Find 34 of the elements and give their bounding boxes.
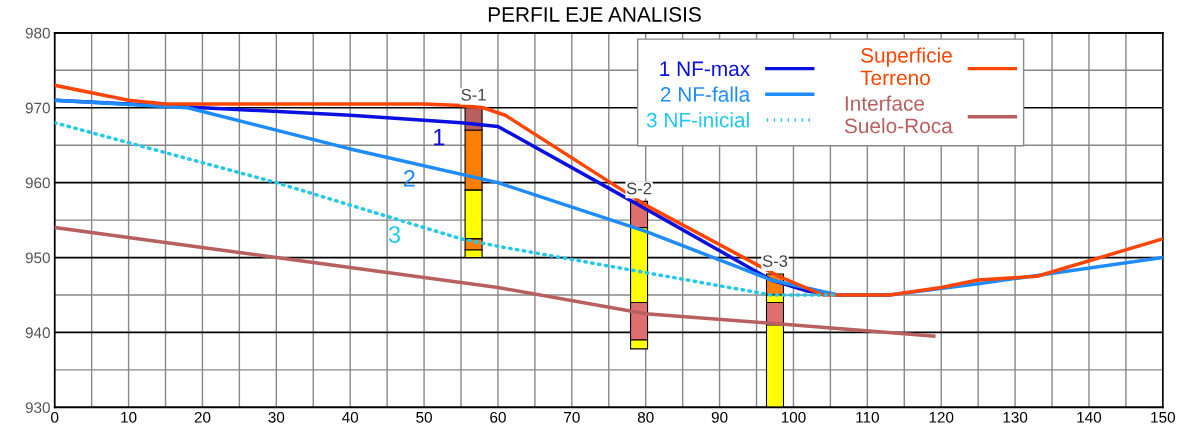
y-tick-label: 950	[25, 252, 50, 264]
x-tick-label: 0	[51, 411, 59, 423]
x-tick-label: 150	[1151, 411, 1175, 423]
x-tick-label: 120	[929, 411, 954, 423]
legend-label: Superficie Terreno	[860, 47, 952, 86]
x-tick-label: 90	[711, 411, 728, 423]
line-series	[54, 225, 936, 338]
x-tick-label: 40	[342, 411, 359, 423]
legend-label: Interface Suelo-Roca	[844, 95, 953, 134]
x-tick-label: 50	[416, 411, 432, 423]
x-tick-label: 100	[781, 411, 806, 423]
x-tick-label: 80	[637, 411, 654, 423]
legend-label: 3 NF-inicial	[646, 112, 749, 128]
x-tick-label: 110	[856, 411, 879, 423]
x-tick-label: 10	[121, 411, 137, 423]
x-tick-label: 140	[1077, 411, 1102, 423]
y-tick-label: 960	[25, 177, 50, 189]
x-tick-label: 60	[490, 411, 506, 423]
y-tick-label: 970	[25, 102, 50, 114]
y-tick-label: 940	[25, 327, 50, 339]
x-tick-label: 130	[1003, 411, 1028, 423]
legend-label: 2 NF-falla	[660, 86, 751, 102]
annotation: S-3	[762, 255, 788, 267]
annotation: 1	[434, 129, 445, 146]
legend-label: 1 NF-max	[660, 61, 750, 77]
y-tick-label: 980	[25, 27, 50, 39]
y-tick-label: 930	[25, 402, 50, 414]
annotation: S-1	[461, 88, 486, 101]
x-tick-label: 30	[268, 411, 285, 423]
x-tick-label: 20	[194, 411, 211, 423]
x-tick-label: 70	[564, 411, 580, 423]
annotation: 3	[388, 226, 401, 243]
annotation: S-2	[626, 182, 652, 195]
chart-title: PERFIL EJE ANALISIS	[488, 7, 701, 22]
